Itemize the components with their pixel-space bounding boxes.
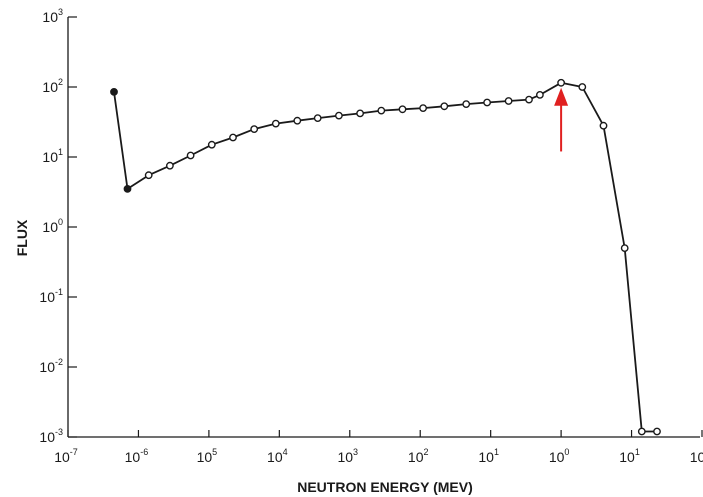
data-point — [313, 114, 322, 123]
data-point — [207, 140, 216, 149]
y-tick-label: 10-3 — [39, 427, 63, 445]
y-tick-label: 102 — [42, 77, 63, 95]
x-tick-label: 102 — [408, 447, 429, 465]
x-tick-label: 100 — [549, 447, 570, 465]
data-point — [462, 100, 471, 109]
x-tick-label: 10-7 — [54, 447, 78, 465]
data-point — [377, 106, 386, 115]
data-point — [525, 95, 533, 104]
data-point — [578, 83, 587, 91]
data-point — [229, 133, 237, 142]
data-point — [398, 105, 407, 114]
y-tick-label: 10-2 — [39, 357, 63, 375]
y-axis-title: FLUX — [14, 219, 30, 256]
x-tick-label: 101 — [478, 447, 499, 465]
data-point — [356, 109, 364, 118]
data-point — [419, 104, 427, 113]
data-point — [483, 98, 491, 107]
series-layer — [110, 78, 661, 436]
data-point — [165, 161, 174, 170]
x-tick-label: 10-6 — [125, 447, 149, 465]
data-point — [110, 88, 118, 96]
y-tick-label: 101 — [42, 147, 63, 165]
data-point — [123, 184, 132, 193]
x-ticks: 10-7 10-6 105 104 103 102 101 100 101 102 — [54, 430, 703, 465]
data-point — [440, 102, 449, 111]
data-point — [250, 125, 259, 134]
x-tick-label: 104 — [267, 447, 288, 465]
data-point — [620, 244, 629, 253]
annotation-layer — [554, 87, 569, 152]
x-tick-label: 103 — [337, 447, 358, 465]
data-point — [653, 427, 661, 436]
data-point — [271, 119, 280, 128]
y-ticks: 103 102 101 100 10-1 10-2 10-3 — [39, 7, 77, 445]
data-point — [293, 116, 302, 125]
data-point — [637, 427, 646, 436]
arrow-head — [554, 87, 569, 106]
y-tick-label: 100 — [42, 217, 63, 235]
series-line — [113, 81, 657, 433]
y-tick-label: 103 — [42, 7, 63, 25]
data-point — [599, 121, 608, 130]
data-point — [334, 111, 343, 120]
x-tick-label: 101 — [619, 447, 640, 465]
data-point — [536, 91, 544, 99]
data-point — [504, 97, 513, 105]
data-point — [557, 78, 565, 87]
x-axis-title: NEUTRON ENERGY (MEV) — [297, 479, 473, 495]
y-tick-label: 10-1 — [39, 287, 63, 305]
data-point — [144, 171, 153, 180]
x-tick-label: 102 — [690, 447, 703, 465]
x-tick-label: 105 — [197, 447, 218, 465]
data-point — [186, 151, 195, 160]
